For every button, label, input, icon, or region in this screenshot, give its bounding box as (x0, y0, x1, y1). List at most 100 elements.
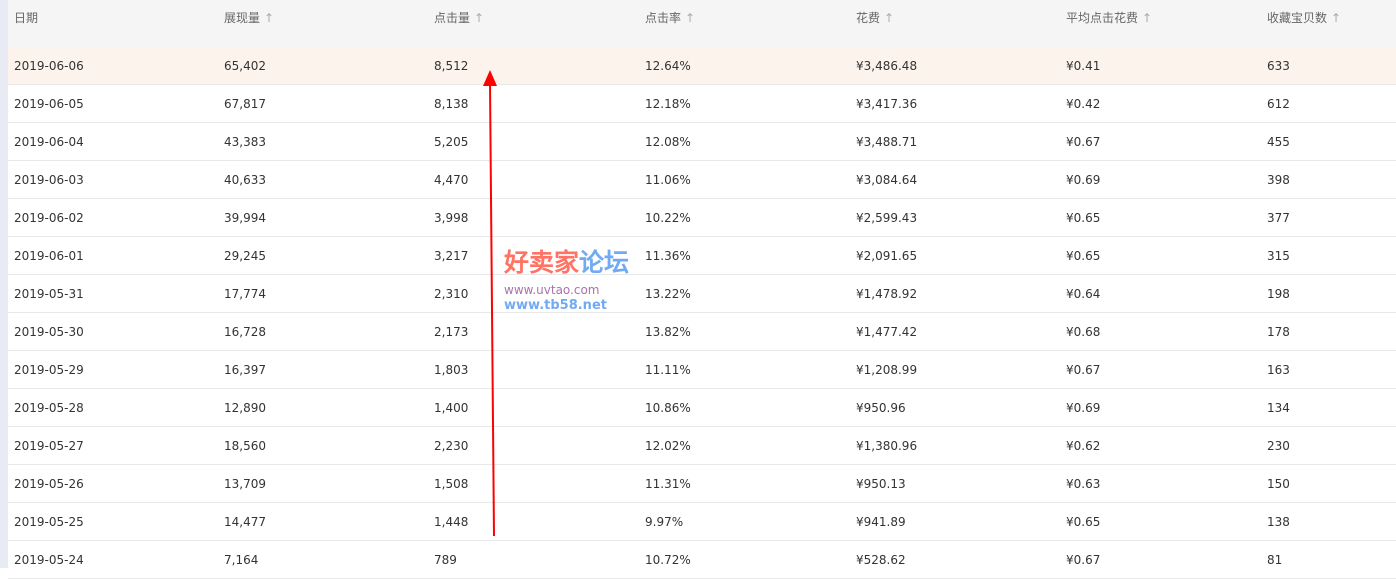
cell-avg-cpc: ¥0.65 (1066, 211, 1101, 225)
cell-cost: ¥1,380.96 (856, 439, 918, 453)
table-row: 2019-06-06 65,402 8,512 12.64% ¥3,486.48 ¥0.4… (8, 47, 1396, 85)
cell-date: 2019-05-29 (14, 363, 84, 377)
cell-avg-cpc: ¥0.42 (1066, 97, 1101, 111)
cell-ctr: 10.22% (645, 211, 691, 225)
sort-arrow-icon[interactable]: ↑ (1142, 11, 1153, 25)
cell-date: 2019-05-30 (14, 325, 84, 339)
cell-ctr: 12.64% (645, 59, 691, 73)
column-header-favorites[interactable]: 收藏宝贝数 ↑ (1267, 0, 1341, 36)
cell-ctr: 11.36% (645, 249, 691, 263)
cell-date: 2019-06-01 (14, 249, 84, 263)
cell-favorites: 198 (1267, 287, 1290, 301)
table-row: 2019-06-03 40,633 4,470 11.06% ¥3,084.64 ¥0.6… (8, 161, 1396, 199)
cell-favorites: 633 (1267, 59, 1290, 73)
cell-favorites: 150 (1267, 477, 1290, 491)
cell-impressions: 43,383 (224, 135, 266, 149)
cell-cost: ¥950.96 (856, 401, 906, 415)
sort-arrow-icon[interactable]: ↑ (474, 11, 485, 25)
cell-avg-cpc: ¥0.68 (1066, 325, 1101, 339)
cell-impressions: 17,774 (224, 287, 266, 301)
cell-cost: ¥2,091.65 (856, 249, 918, 263)
cell-favorites: 138 (1267, 515, 1290, 529)
column-header-cost[interactable]: 花费 ↑ (856, 0, 894, 36)
cell-cost: ¥1,208.99 (856, 363, 918, 377)
cell-clicks: 789 (434, 553, 457, 567)
header-label: 点击率 (645, 11, 682, 25)
cell-impressions: 16,397 (224, 363, 266, 377)
cell-clicks: 1,448 (434, 515, 469, 529)
table-row: 2019-05-28 12,890 1,400 10.86% ¥950.96 ¥0.69 1… (8, 389, 1396, 427)
table-row: 2019-05-30 16,728 2,173 13.82% ¥1,477.42 ¥0.6… (8, 313, 1396, 351)
table-row: 2019-05-29 16,397 1,803 11.11% ¥1,208.99 ¥0.6… (8, 351, 1396, 389)
cell-clicks: 8,138 (434, 97, 469, 111)
cell-avg-cpc: ¥0.64 (1066, 287, 1101, 301)
sort-arrow-icon[interactable]: ↑ (685, 11, 696, 25)
cell-favorites: 134 (1267, 401, 1290, 415)
cell-impressions: 14,477 (224, 515, 266, 529)
cell-cost: ¥1,477.42 (856, 325, 918, 339)
sort-arrow-icon[interactable]: ↑ (884, 11, 895, 25)
cell-clicks: 3,998 (434, 211, 469, 225)
table-header: 日期 展现量 ↑ 点击量 ↑ 点击率 ↑ 花费 ↑ 平均点击花费 ↑ 收藏宝贝数 ↑ (8, 0, 1396, 47)
table-row: 2019-05-26 13,709 1,508 11.31% ¥950.13 ¥0.63 1… (8, 465, 1396, 503)
cell-cost: ¥1,478.92 (856, 287, 918, 301)
table-row: 2019-06-02 39,994 3,998 10.22% ¥2,599.43 ¥0.6… (8, 199, 1396, 237)
cell-favorites: 315 (1267, 249, 1290, 263)
cell-clicks: 2,173 (434, 325, 469, 339)
column-header-impressions[interactable]: 展现量 ↑ (224, 0, 274, 36)
cell-avg-cpc: ¥0.69 (1066, 173, 1101, 187)
header-label: 花费 (856, 11, 881, 25)
cell-cost: ¥950.13 (856, 477, 906, 491)
cell-clicks: 8,512 (434, 59, 469, 73)
left-edge-strip (0, 0, 8, 568)
column-header-clicks[interactable]: 点击量 ↑ (434, 0, 484, 36)
sort-arrow-icon[interactable]: ↑ (264, 11, 275, 25)
cell-date: 2019-06-03 (14, 173, 84, 187)
cell-clicks: 5,205 (434, 135, 469, 149)
cell-favorites: 612 (1267, 97, 1290, 111)
cell-avg-cpc: ¥0.69 (1066, 401, 1101, 415)
header-label: 平均点击花费 (1066, 11, 1139, 25)
data-table: 日期 展现量 ↑ 点击量 ↑ 点击率 ↑ 花费 ↑ 平均点击花费 ↑ 收藏宝贝数 ↑ 2019-06-0… (8, 0, 1396, 579)
cell-date: 2019-06-05 (14, 97, 84, 111)
sort-arrow-icon[interactable]: ↑ (1331, 11, 1342, 25)
table-row: 2019-05-24 7,164 789 10.72% ¥528.62 ¥0.67 81 (8, 541, 1396, 579)
cell-ctr: 11.31% (645, 477, 691, 491)
table-row: 2019-05-31 17,774 2,310 13.22% ¥1,478.92 ¥0.6… (8, 275, 1396, 313)
cell-favorites: 230 (1267, 439, 1290, 453)
cell-ctr: 12.02% (645, 439, 691, 453)
cell-date: 2019-06-04 (14, 135, 84, 149)
cell-favorites: 398 (1267, 173, 1290, 187)
cell-impressions: 7,164 (224, 553, 259, 567)
cell-ctr: 13.82% (645, 325, 691, 339)
cell-ctr: 11.11% (645, 363, 691, 377)
table-row: 2019-06-05 67,817 8,138 12.18% ¥3,417.36 ¥0.4… (8, 85, 1396, 123)
cell-impressions: 12,890 (224, 401, 266, 415)
column-header-ctr[interactable]: 点击率 ↑ (645, 0, 695, 36)
cell-clicks: 1,803 (434, 363, 469, 377)
cell-avg-cpc: ¥0.63 (1066, 477, 1101, 491)
cell-impressions: 65,402 (224, 59, 266, 73)
cell-clicks: 1,508 (434, 477, 469, 491)
header-label: 点击量 (434, 11, 471, 25)
header-label: 收藏宝贝数 (1267, 11, 1328, 25)
cell-avg-cpc: ¥0.67 (1066, 135, 1101, 149)
cell-cost: ¥3,488.71 (856, 135, 918, 149)
cell-impressions: 18,560 (224, 439, 266, 453)
cell-ctr: 10.86% (645, 401, 691, 415)
cell-avg-cpc: ¥0.62 (1066, 439, 1101, 453)
cell-ctr: 12.08% (645, 135, 691, 149)
column-header-avg-cpc[interactable]: 平均点击花费 ↑ (1066, 0, 1152, 36)
cell-clicks: 1,400 (434, 401, 469, 415)
cell-avg-cpc: ¥0.67 (1066, 363, 1101, 377)
cell-date: 2019-05-25 (14, 515, 84, 529)
cell-cost: ¥528.62 (856, 553, 906, 567)
cell-favorites: 163 (1267, 363, 1290, 377)
header-label: 日期 (14, 11, 39, 25)
cell-avg-cpc: ¥0.67 (1066, 553, 1101, 567)
cell-impressions: 13,709 (224, 477, 266, 491)
cell-date: 2019-06-06 (14, 59, 84, 73)
cell-favorites: 81 (1267, 553, 1283, 567)
cell-impressions: 40,633 (224, 173, 266, 187)
cell-ctr: 13.22% (645, 287, 691, 301)
